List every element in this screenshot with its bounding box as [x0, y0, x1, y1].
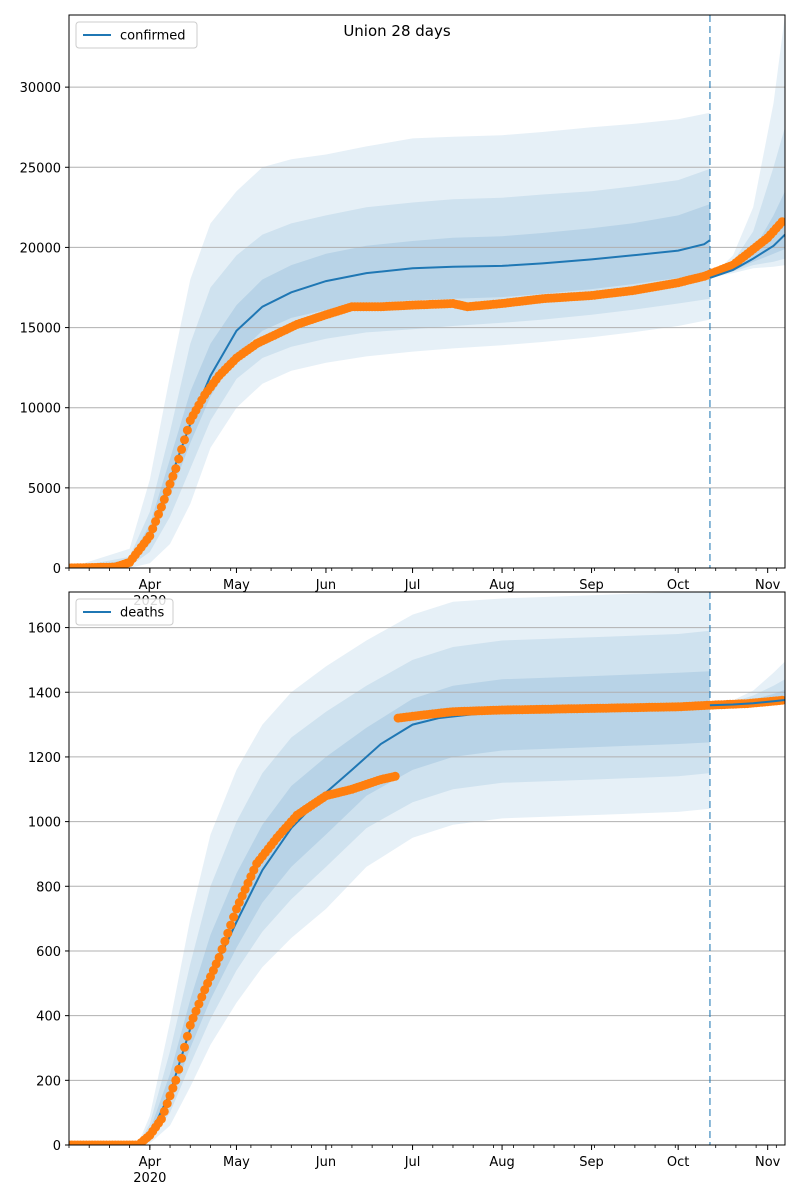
observed-point	[226, 920, 236, 930]
x-tick-label: Sep	[579, 578, 604, 593]
observed-point	[159, 494, 169, 504]
series-group	[69, 217, 785, 568]
observed-point	[174, 1064, 184, 1074]
y-tick-label: 200	[36, 1074, 61, 1089]
observed-points	[69, 695, 785, 1145]
x-tick-label: Nov	[755, 578, 781, 593]
observed-point	[148, 524, 158, 534]
series-group	[69, 695, 785, 1145]
x-tick-label: Jun	[315, 1155, 336, 1170]
x-tick-label: Oct	[667, 1155, 689, 1170]
x-tick-label: Jul	[404, 1155, 421, 1170]
observed-point	[171, 1075, 181, 1085]
y-tick-label: 20000	[20, 241, 61, 256]
y-tick-label: 10000	[20, 402, 61, 417]
band-forecast-inner	[709, 191, 785, 278]
legend-label: confirmed	[120, 29, 186, 44]
band-inner	[69, 204, 710, 568]
x-tick-label: Nov	[755, 1155, 781, 1170]
y-tick-label: 0	[53, 562, 61, 577]
y-tick-label: 1000	[28, 816, 61, 831]
observed-point	[197, 992, 207, 1002]
observed-point	[168, 471, 178, 481]
y-tick-label: 5000	[28, 482, 61, 497]
band-forecast-outer	[709, 661, 785, 706]
observed-point	[151, 517, 161, 526]
observed-point	[162, 1099, 172, 1109]
axes-frame	[68, 591, 786, 1146]
y-tick-label: 1200	[28, 751, 61, 766]
observed-point	[194, 999, 204, 1009]
y-tick-label: 15000	[20, 322, 61, 337]
x-tick-label: Aug	[489, 578, 514, 593]
y-tick-label: 25000	[20, 161, 61, 176]
x-tick-label: May	[223, 578, 250, 593]
observed-point	[217, 944, 227, 954]
observed-point	[229, 912, 239, 922]
band-outer	[69, 112, 710, 568]
y-tick-label: 400	[36, 1010, 61, 1025]
observed-point	[156, 1114, 166, 1124]
y-tick-label: 0	[53, 1139, 61, 1154]
observed-point	[154, 509, 163, 519]
observed-point	[191, 1006, 201, 1016]
chart-title: Union 28 days	[343, 22, 451, 40]
axes-frame	[68, 14, 786, 569]
observed-point	[188, 1013, 198, 1023]
observed-point	[165, 479, 175, 489]
observed-point	[180, 435, 189, 445]
y-tick-label: 1400	[28, 686, 61, 701]
observed-point	[223, 928, 233, 938]
y-tick-label: 600	[36, 945, 61, 960]
x-tick-label: Sep	[579, 1155, 604, 1170]
band-forecast-outer	[709, 15, 785, 278]
legend: confirmed	[75, 21, 198, 49]
legend-label: deaths	[120, 606, 165, 621]
x-tick-label: Jun	[315, 578, 336, 593]
band-middle	[69, 630, 710, 1145]
observed-point	[180, 1042, 189, 1052]
observed-point	[185, 1020, 195, 1030]
x-tick-label: Oct	[667, 578, 689, 593]
legend-box	[75, 21, 198, 49]
band-inner	[69, 671, 710, 1145]
observed-point	[171, 464, 181, 474]
observed-point	[214, 952, 224, 962]
observed-point	[390, 771, 400, 781]
observed-point	[168, 1083, 178, 1093]
chart-panel-confirmed: 050001000015000200002500030000Apr2020May…	[20, 14, 786, 609]
observed-point	[145, 531, 155, 541]
y-tick-label: 30000	[20, 81, 61, 96]
observed-point	[177, 444, 187, 454]
observed-point	[159, 1106, 169, 1116]
observed-point	[220, 936, 230, 946]
x-tick-label: 2020	[133, 1171, 166, 1186]
observed-point	[174, 454, 184, 464]
observed-point	[162, 487, 172, 497]
legend-box	[75, 598, 174, 626]
observed-point	[777, 217, 785, 227]
legend: deaths	[75, 598, 174, 626]
x-tick-label: Aug	[489, 1155, 514, 1170]
observed-point	[182, 1031, 192, 1041]
x-tick-label: Jul	[404, 578, 421, 593]
y-tick-label: 1600	[28, 622, 61, 637]
observed-points	[69, 217, 785, 568]
band-middle	[69, 168, 710, 568]
x-tick-label: Apr	[139, 578, 162, 593]
band-outer	[69, 592, 710, 1145]
observed-point	[177, 1053, 187, 1063]
x-tick-label: May	[223, 1155, 250, 1170]
observed-point	[165, 1091, 175, 1101]
x-tick-label: Apr	[139, 1155, 162, 1170]
observed-point	[156, 502, 166, 512]
observed-point	[182, 425, 192, 435]
forecast-line	[709, 233, 785, 279]
y-tick-label: 800	[36, 880, 61, 895]
forecast-line	[709, 699, 785, 707]
